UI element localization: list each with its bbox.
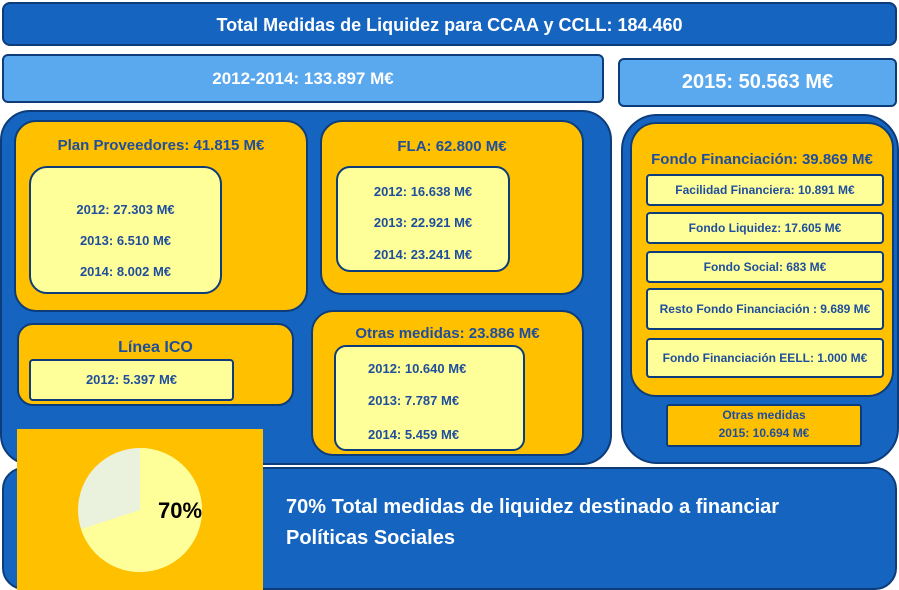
linea-ico-title: Línea ICO [118, 339, 193, 356]
facilidad-financiera-item: Facilidad Financiera: 10.891 M€ [646, 174, 884, 206]
fondo-financiacion-box: Fondo Financiación: 39.869 M€ Facilidad … [630, 122, 894, 397]
pie-label: 70% [158, 498, 203, 523]
fla-2012: 2012: 16.638 M€ [373, 184, 473, 199]
otras-medidas-title: Otras medidas: 23.886 M€ [355, 325, 540, 342]
plan-proveedores-title: Plan Proveedores: 41.815 M€ [57, 137, 265, 154]
fla-2014: 2014: 23.241 M€ [373, 247, 473, 262]
plan-proveedores-2014: 2014: 8.002 M€ [79, 264, 172, 279]
otras-medidas-2012: 2012: 10.640 M€ [368, 361, 467, 376]
fla-detail: 2012: 16.638 M€ 2013: 22.921 M€ 2014: 23… [336, 166, 510, 272]
otras-medidas-detail: 2012: 10.640 M€ 2013: 7.787 M€ 2014: 5.4… [334, 345, 525, 451]
plan-proveedores-detail: 2012: 27.303 M€ 2013: 6.510 M€ 2014: 8.0… [29, 166, 222, 294]
footer-text-line1: 70% Total medidas de liquidez destinado … [286, 496, 780, 518]
total-header: Total Medidas de Liquidez para CCAA y CC… [2, 2, 897, 46]
fondo-social-item: Fondo Social: 683 M€ [646, 251, 884, 283]
period-2015-label: 2015: 50.563 M€ [681, 71, 834, 93]
otras-medidas-2015-box: Otras medidas 2015: 10.694 M€ [666, 404, 862, 447]
plan-proveedores-2013: 2013: 6.510 M€ [79, 233, 172, 248]
linea-ico-detail: 2012: 5.397 M€ [29, 359, 234, 401]
otras-medidas-2015-line2: 2015: 10.694 M€ [718, 426, 810, 440]
period-2012-2014-label: 2012-2014: 133.897 M€ [212, 69, 394, 88]
resto-fondo-financiacion-item: Resto Fondo Financiación : 9.689 M€ [646, 288, 884, 330]
pie-main-slice [81, 448, 202, 572]
footer-text-line2: Políticas Sociales [286, 527, 455, 549]
otras-medidas-2013: 2013: 7.787 M€ [368, 393, 460, 408]
otras-medidas-2015-line1: Otras medidas [722, 408, 806, 422]
plan-proveedores-2012: 2012: 27.303 M€ [76, 202, 175, 217]
fla-2013: 2013: 22.921 M€ [373, 215, 473, 230]
otras-medidas-2014: 2014: 5.459 M€ [368, 427, 460, 442]
fondo-financiacion-title: Fondo Financiación: 39.869 M€ [651, 151, 873, 168]
fondo-liquidez-item: Fondo Liquidez: 17.605 M€ [646, 212, 884, 244]
pie-chart [78, 448, 202, 572]
fla-title: FLA: 62.800 M€ [397, 138, 507, 155]
fondo-financiacion-eell-item: Fondo Financiación EELL: 1.000 M€ [646, 338, 884, 378]
total-title: Total Medidas de Liquidez para CCAA y CC… [216, 15, 683, 35]
linea-ico-2012: 2012: 5.397 M€ [85, 372, 178, 387]
period-2015-banner: 2015: 50.563 M€ [618, 58, 897, 107]
period-2012-2014-banner: 2012-2014: 133.897 M€ [2, 54, 604, 103]
pie-chart-panel: 70% [17, 429, 263, 590]
